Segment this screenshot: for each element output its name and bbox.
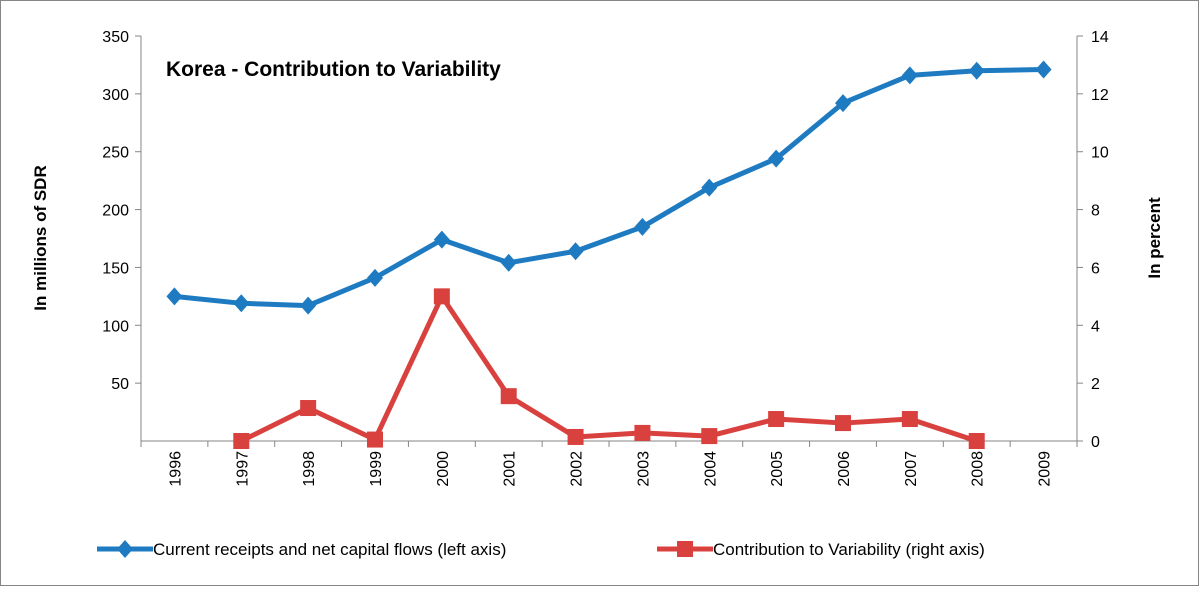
x-tick-label: 1997 — [234, 451, 251, 487]
x-tick-label: 2009 — [1037, 451, 1054, 487]
y2-tick-label: 4 — [1091, 318, 1100, 335]
legend-marker — [117, 540, 133, 558]
data-point — [634, 217, 651, 236]
y2-tick-label: 2 — [1091, 376, 1100, 393]
data-point — [835, 415, 851, 432]
data-point — [233, 294, 250, 313]
series-line — [174, 67, 1044, 309]
x-tick-label: 2005 — [769, 451, 786, 487]
x-tick-label: 1996 — [167, 451, 184, 487]
x-tick-label: 2000 — [435, 451, 452, 487]
series-line — [240, 293, 978, 444]
data-point — [433, 288, 450, 305]
y-tick-label: 350 — [102, 29, 129, 46]
x-tick-label: 1998 — [301, 451, 318, 487]
legend-marker — [677, 541, 693, 557]
y2-tick-label: 6 — [1091, 260, 1100, 277]
y2-tick-label: 12 — [1091, 87, 1109, 104]
data-point — [701, 178, 718, 197]
x-tick-label: 2001 — [502, 451, 519, 487]
chart-title: Korea - Contribution to Variability — [166, 58, 501, 81]
legend-label: Current receipts and net capital flows (… — [153, 540, 506, 559]
data-point — [701, 428, 718, 445]
y-tick-label: 50 — [111, 376, 129, 393]
x-tick-label: 2008 — [970, 451, 987, 487]
y2-axis-label: In percent — [1145, 197, 1164, 279]
x-tick-label: 1999 — [368, 451, 385, 487]
legend-item: Contribution to Variability (right axis) — [657, 540, 985, 559]
x-tick-label: 2004 — [702, 451, 719, 487]
data-point — [968, 61, 985, 80]
x-tick-label: 2002 — [569, 451, 586, 487]
y2-tick-label: 14 — [1091, 29, 1109, 46]
y-tick-label: 100 — [102, 318, 129, 335]
y2-tick-label: 10 — [1091, 145, 1109, 162]
data-point — [166, 287, 183, 306]
data-point — [1035, 60, 1052, 79]
y2-tick-label: 8 — [1091, 203, 1100, 220]
data-point — [367, 431, 383, 448]
data-point — [567, 242, 584, 261]
legend-label: Contribution to Variability (right axis) — [713, 540, 985, 559]
y-tick-label: 200 — [102, 203, 129, 220]
data-point — [300, 296, 317, 315]
data-point — [500, 253, 517, 272]
y-tick-label: 150 — [102, 260, 129, 277]
y2-tick-label: 0 — [1091, 434, 1100, 451]
legend-item: Current receipts and net capital flows (… — [97, 540, 506, 559]
data-point — [901, 411, 918, 428]
data-point — [968, 433, 985, 449]
y-tick-label: 300 — [102, 87, 129, 104]
x-tick-label: 2006 — [836, 451, 853, 487]
data-point — [768, 149, 785, 168]
y-axis-label: In millions of SDR — [31, 165, 50, 310]
data-point — [768, 411, 785, 428]
data-point — [500, 388, 517, 405]
x-tick-label: 2003 — [635, 451, 652, 487]
data-point — [835, 94, 851, 113]
data-point — [367, 268, 383, 287]
data-point — [233, 433, 250, 449]
x-tick-label: 2007 — [903, 451, 920, 487]
data-point — [300, 400, 317, 417]
data-point — [901, 66, 918, 85]
data-point — [634, 424, 651, 441]
data-point — [433, 230, 450, 249]
data-point — [567, 428, 584, 445]
y-tick-label: 250 — [102, 145, 129, 162]
